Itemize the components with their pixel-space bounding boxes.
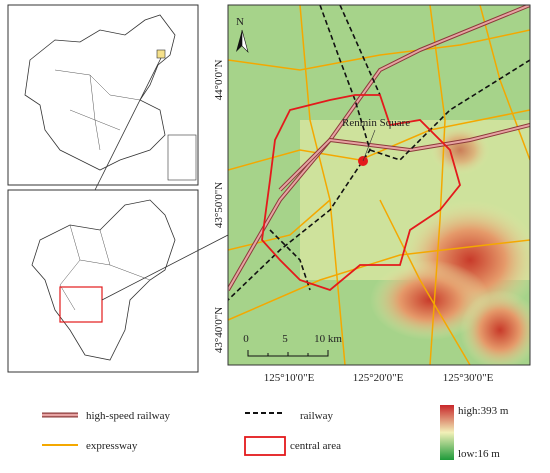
study-area-marker	[59, 286, 103, 323]
county-lines	[59, 224, 151, 311]
province-inset	[7, 189, 199, 373]
lon-label: 125°20'0"E	[353, 372, 404, 384]
map-frame	[227, 4, 531, 366]
legend-symbol	[244, 436, 286, 456]
north-label: N	[236, 16, 244, 28]
legend-label: expressway	[86, 440, 138, 452]
legend-label: high:393 m	[458, 405, 509, 417]
arrow-half	[236, 30, 242, 52]
leader-line	[94, 57, 162, 191]
lon-label: 125°30'0"E	[443, 372, 494, 384]
arrow-half	[241, 29, 249, 54]
lat-label: 43°50'0"N	[213, 182, 225, 228]
railways	[228, 5, 530, 301]
legend-label: railway	[300, 410, 333, 422]
label-leader	[362, 129, 376, 162]
scale-label: 0	[243, 333, 249, 345]
lat-label: 43°40'0"N	[213, 307, 225, 353]
scale-bar: 0 5 10 km	[243, 333, 342, 357]
scale-label: 5	[282, 333, 288, 345]
province-outline	[31, 199, 176, 361]
high-speed-railway	[279, 124, 530, 191]
china-inset	[7, 4, 199, 186]
terrain-hill	[460, 290, 530, 365]
expressways	[228, 5, 530, 365]
lat-label: 44°0'0"N	[213, 60, 225, 101]
legend-label: high-speed railway	[86, 410, 170, 422]
north-arrow: N	[236, 16, 249, 54]
south-sea-box	[167, 134, 197, 181]
legend-label: central area	[290, 440, 341, 452]
place-label: Renmin Square	[342, 117, 410, 129]
central-area	[261, 94, 461, 292]
study-area-marker	[156, 49, 166, 59]
elevation-ramp	[440, 405, 454, 460]
high-speed-railway	[228, 5, 530, 291]
lon-label: 125°10'0"E	[264, 372, 315, 384]
legend: high-speed railway expressway railway ce…	[42, 405, 509, 460]
province-lines	[54, 69, 141, 151]
scale-label: 10 km	[314, 333, 342, 345]
terrain-hill	[430, 125, 490, 175]
leader-line	[101, 234, 229, 301]
legend-label: low:16 m	[458, 448, 500, 460]
main-map	[228, 5, 530, 365]
terrain-hill	[370, 260, 490, 340]
scale-line	[247, 350, 329, 357]
